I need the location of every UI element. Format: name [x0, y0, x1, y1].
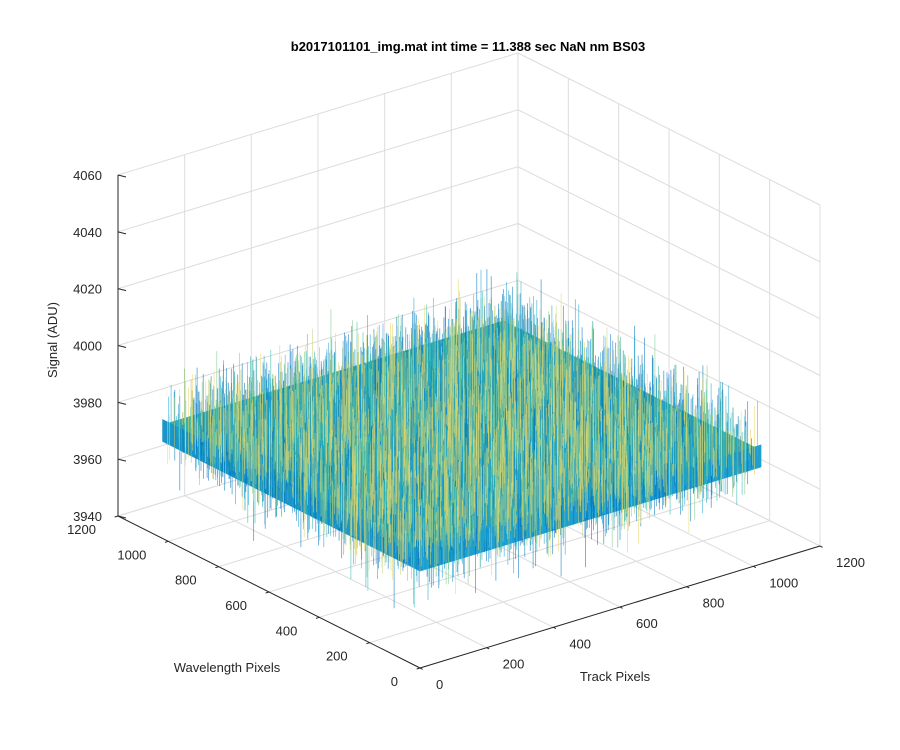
x-tick-label: 0	[436, 677, 443, 692]
wall-grid-line	[117, 223, 519, 346]
x-tick-mark	[419, 667, 423, 670]
z-tick-label: 4060	[73, 168, 102, 183]
y-tick-label: 1000	[117, 547, 146, 562]
y-tick-label: 1200	[67, 522, 96, 537]
wall-grid-line	[117, 166, 519, 290]
z-tick-mark	[117, 231, 127, 235]
y-tick-label: 200	[326, 649, 348, 664]
surface-noise-strokes	[167, 279, 755, 594]
x-tick-label: 1200	[836, 555, 865, 570]
z-tick-label: 3940	[73, 509, 102, 524]
y-tick-label: 400	[276, 623, 298, 638]
y-tick-label: 800	[175, 573, 197, 588]
wall-grid-line	[517, 52, 821, 206]
axis-layer	[114, 174, 823, 670]
x-tick-mark	[619, 606, 623, 609]
wall-grid-line	[117, 109, 519, 233]
z-tick-mark	[117, 288, 127, 292]
y-tick-mark	[114, 515, 119, 518]
x-tick-label: 200	[503, 657, 525, 672]
x-tick-label: 800	[703, 596, 725, 611]
x-tick-label: 600	[636, 616, 658, 631]
y-tick-mark	[265, 591, 270, 594]
y-tick-label: 0	[391, 674, 398, 689]
x-tick-mark	[553, 626, 557, 630]
z-tick-label: 4020	[73, 282, 102, 297]
surface-layer	[162, 269, 762, 609]
z-tick-mark	[117, 401, 127, 405]
y-tick-mark	[416, 667, 421, 670]
z-tick-mark	[117, 458, 127, 462]
wall-grid-line	[117, 52, 519, 176]
x-tick-mark	[486, 647, 490, 650]
wall-grid-line	[517, 166, 821, 320]
z-tick-label: 3960	[73, 452, 102, 467]
wall-grid-line	[517, 279, 821, 433]
x-tick-mark	[686, 586, 690, 589]
x-tick-mark	[819, 545, 823, 548]
z-tick-mark	[117, 515, 127, 519]
chart-title: b2017101101_img.mat int time = 11.388 se…	[291, 39, 645, 54]
z-tick-label: 4040	[73, 225, 102, 240]
z-axis-label: Signal (ADU)	[45, 302, 60, 378]
z-tick-mark	[117, 345, 127, 348]
z-tick-mark	[117, 174, 127, 178]
y-tick-label: 600	[225, 598, 247, 613]
y-tick-mark	[164, 540, 169, 543]
x-axis-label: Track Pixels	[580, 669, 651, 684]
wall-grid-line	[517, 109, 821, 263]
y-tick-mark	[215, 566, 219, 569]
wall-grid-line	[517, 223, 821, 376]
y-tick-mark	[366, 642, 370, 645]
y-axis-label: Wavelength Pixels	[174, 660, 281, 675]
tick-labels: 0 200 400 600 800 1000 1200 0 200 400 600 800 1000 12…	[67, 168, 865, 692]
y-tick-mark	[315, 616, 320, 619]
x-tick-label: 1000	[769, 575, 798, 590]
z-tick-label: 3980	[73, 395, 102, 410]
x-tick-label: 400	[569, 636, 591, 651]
x-tick-mark	[753, 565, 757, 569]
z-tick-label: 4000	[73, 339, 102, 354]
